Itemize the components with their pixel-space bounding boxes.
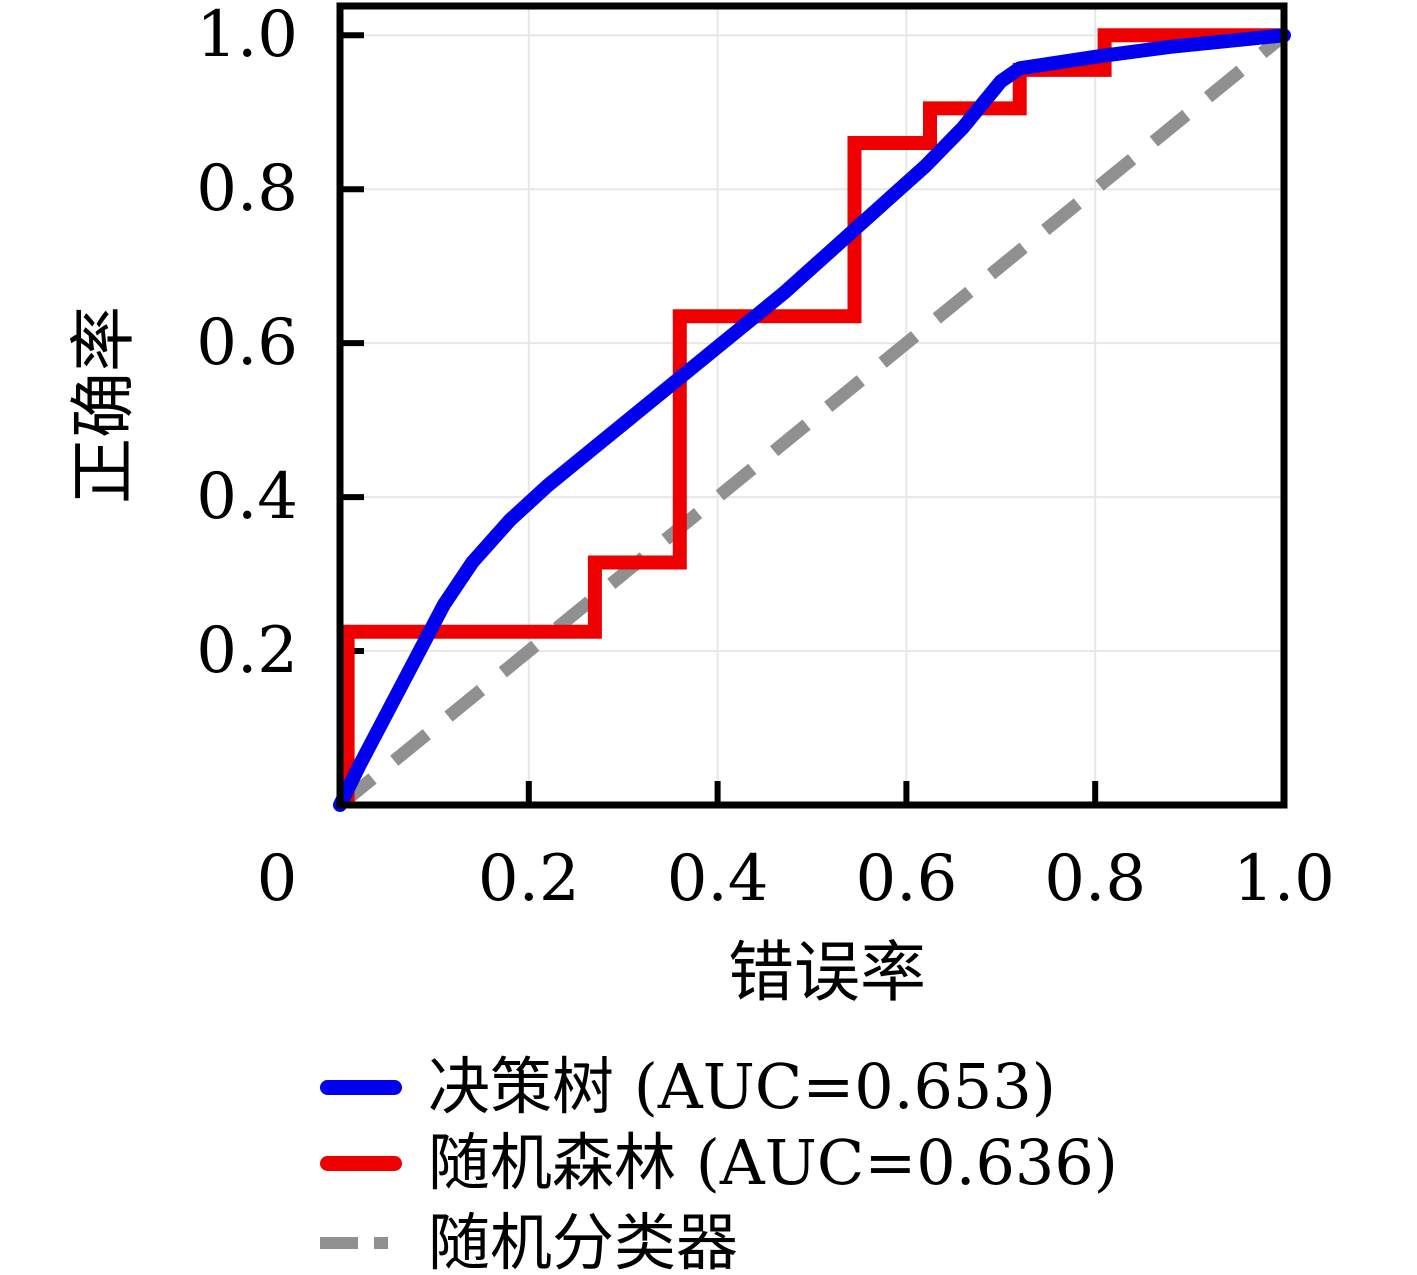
legend-item-random-forest: 随机森林 (AUC=0.636) — [320, 1125, 1118, 1201]
random-forest-swatch — [320, 1155, 428, 1171]
y-tick-label: 0.8 — [196, 152, 298, 227]
x-tick-label: 0.4 — [666, 842, 769, 916]
decision-tree-curve — [333, 28, 1291, 812]
x-tick-label: 0.2 — [477, 842, 580, 916]
y-tick-label: 1.0 — [196, 0, 298, 73]
random-classifier-swatch — [320, 1237, 428, 1249]
axes-frame — [336, 2, 1288, 809]
legend-item-random-classifier: 随机分类器 — [320, 1205, 738, 1275]
y-tick-label: 0.2 — [196, 614, 298, 689]
y-tick-label: 0.4 — [196, 460, 298, 535]
x-tick-label: 0.8 — [1044, 842, 1147, 916]
y-tick-label: 0.6 — [196, 306, 298, 381]
legend-item-decision-tree: 决策树 (AUC=0.653) — [320, 1049, 1056, 1125]
x-tick-label: 0 — [256, 842, 298, 916]
legend-label: 随机森林 (AUC=0.636) — [428, 1126, 1118, 1199]
legend-label: 决策树 (AUC=0.653) — [428, 1050, 1056, 1123]
legend-label: 随机分类器 — [428, 1206, 739, 1275]
line-segment — [320, 1079, 402, 1095]
x-tick-label: 0.6 — [855, 842, 958, 916]
dash-segment — [320, 1237, 358, 1249]
dash-segment — [374, 1237, 388, 1249]
line-segment — [320, 1155, 402, 1171]
decision-tree-swatch — [320, 1079, 428, 1095]
random-classifier-curve — [335, 30, 1289, 811]
x-tick-label: 1.0 — [1233, 842, 1335, 916]
random-forest-curve — [340, 28, 1284, 805]
x-axis-title: 错误率 — [728, 934, 926, 1011]
